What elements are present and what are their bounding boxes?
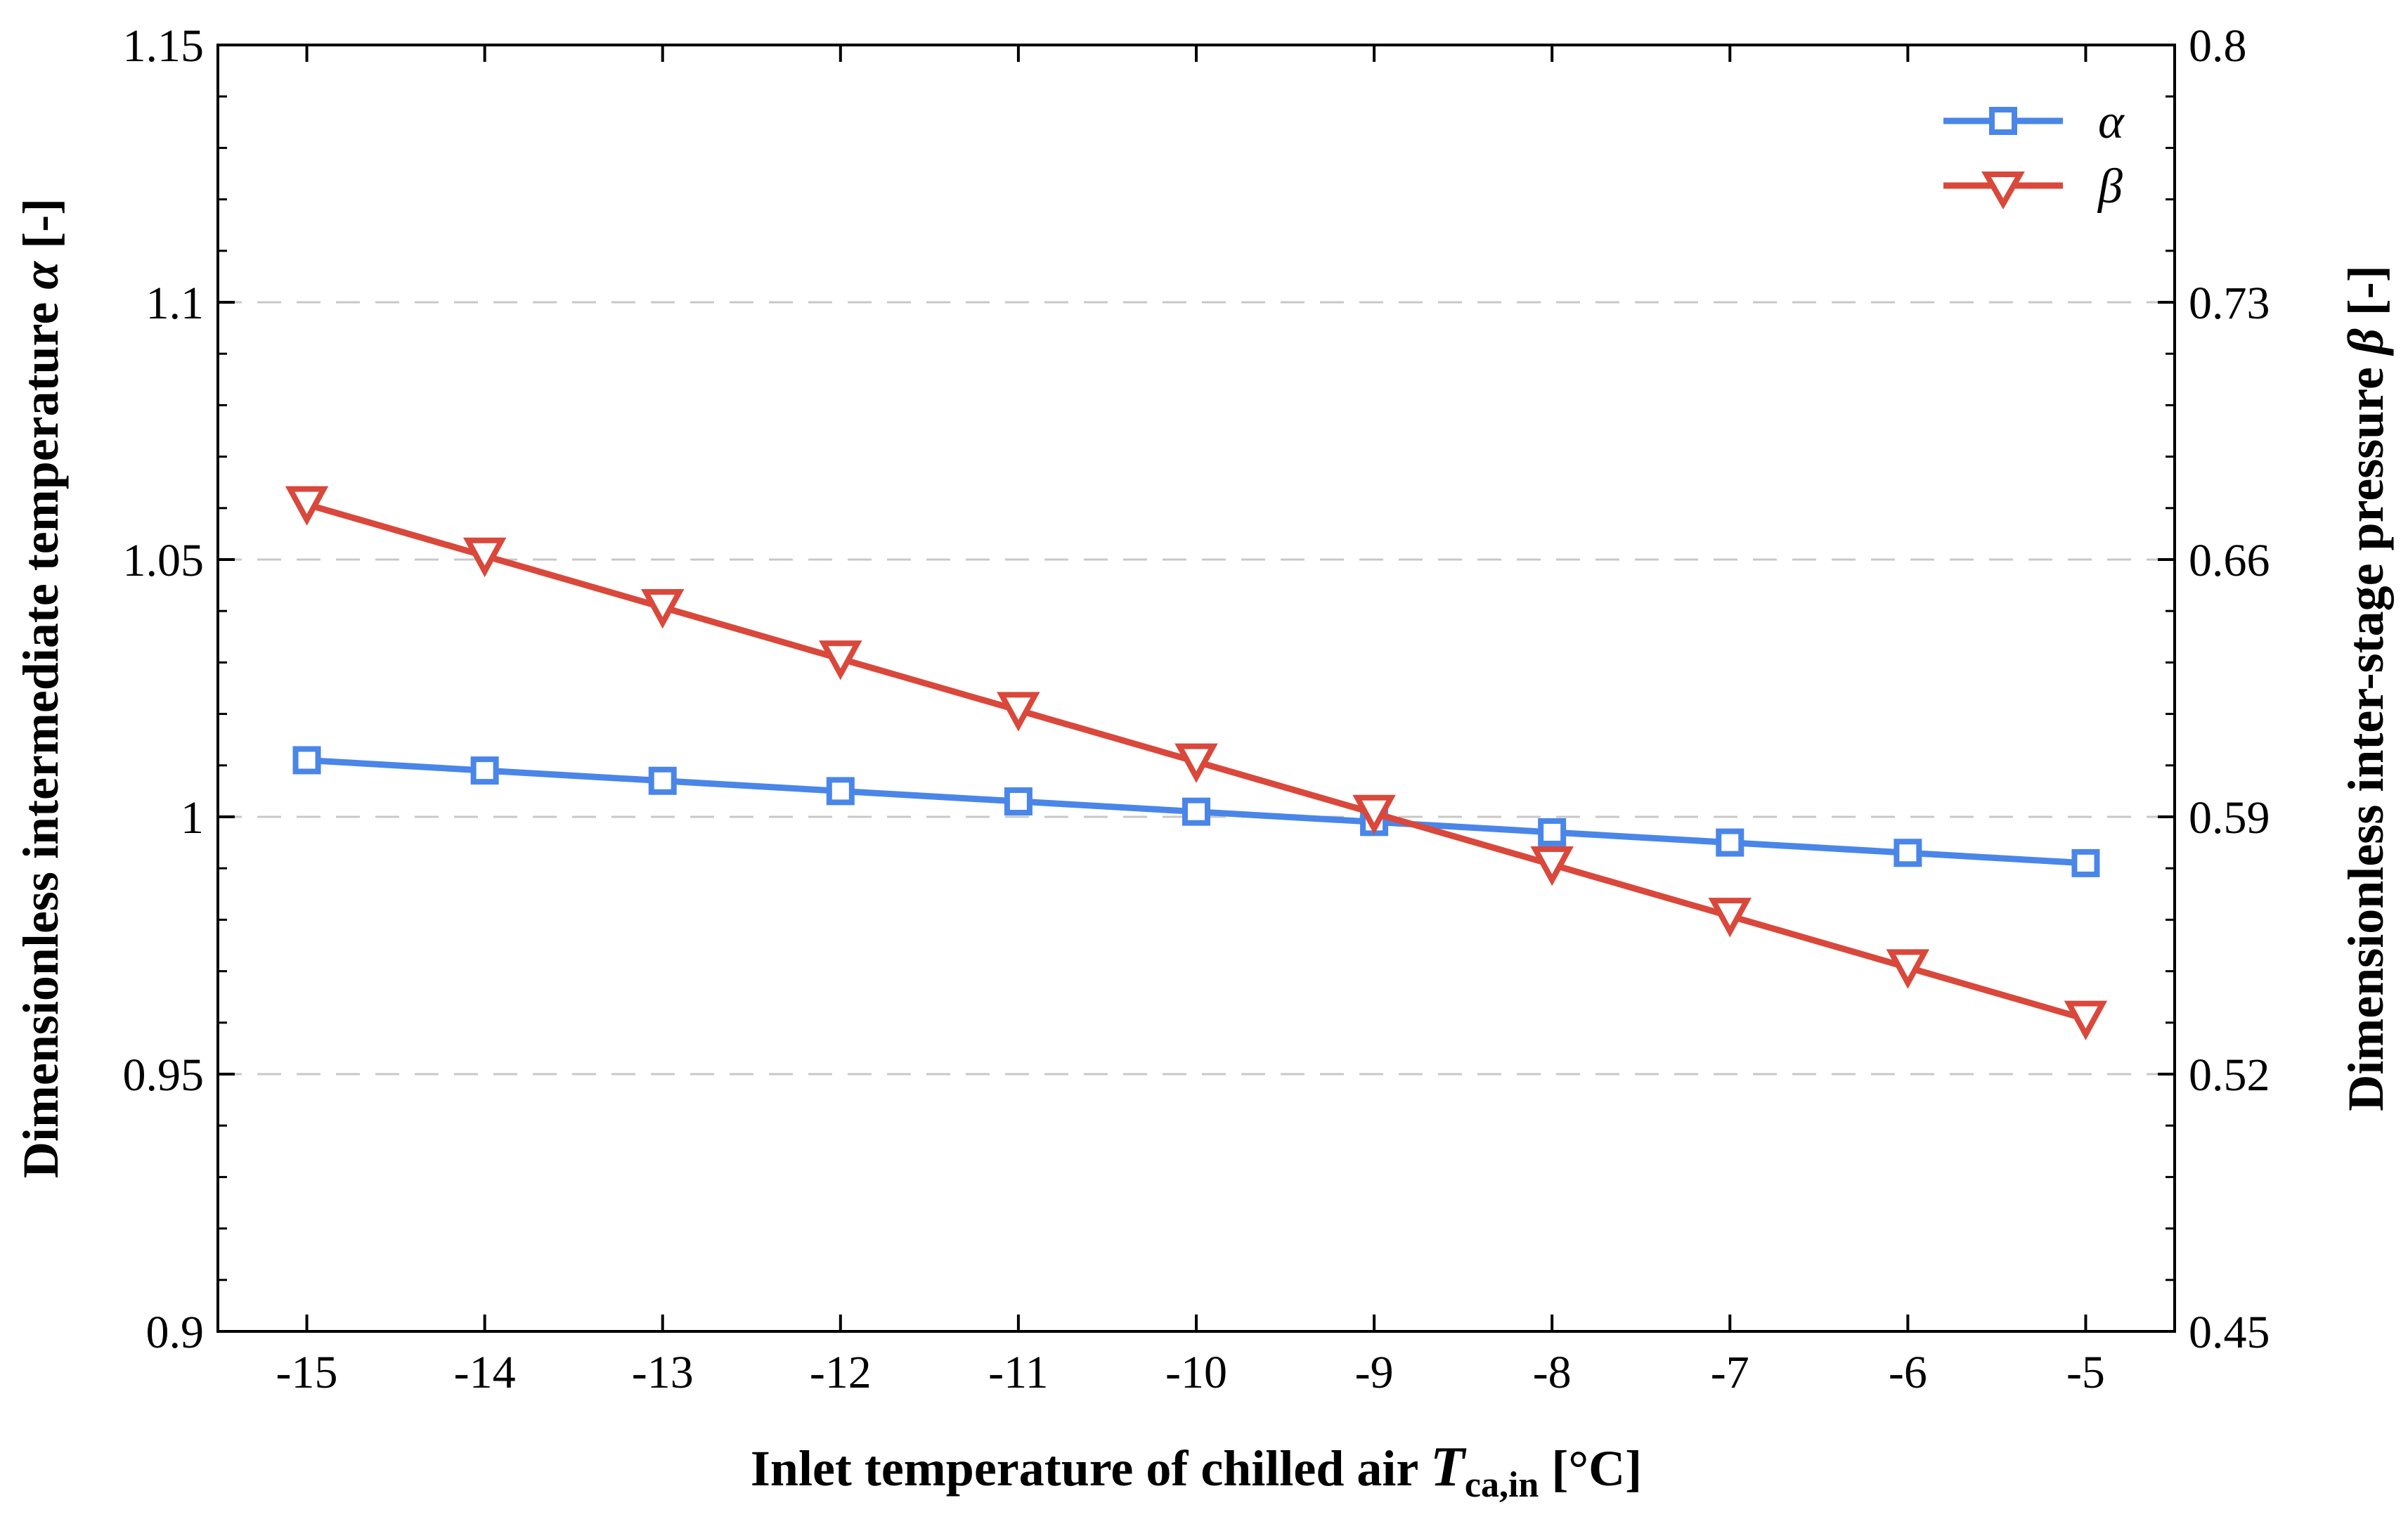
series-beta-point bbox=[285, 486, 329, 526]
left-axis-title-unit: [-] bbox=[13, 198, 69, 261]
right-tick-label: 0.66 bbox=[2189, 535, 2270, 586]
left-tick-label: 1 bbox=[181, 792, 204, 844]
right-axis-title: Dimensionless inter-stage pressure β [-] bbox=[2338, 265, 2394, 1111]
x-tick-label: -10 bbox=[1165, 1347, 1227, 1398]
left-axis-title: Dimensionless intermediate temperature α… bbox=[13, 198, 69, 1178]
legend-alpha-label: α bbox=[2098, 95, 2125, 149]
series-alpha-point bbox=[470, 756, 499, 785]
legend-beta-marker bbox=[1981, 172, 2025, 210]
x-tick-label: -11 bbox=[988, 1347, 1049, 1398]
right-tick-label: 0.45 bbox=[2189, 1307, 2270, 1358]
series-beta-point bbox=[640, 588, 685, 629]
series-beta-point bbox=[1352, 794, 1396, 835]
legend-alpha-marker bbox=[1989, 107, 2017, 135]
series-alpha-point bbox=[648, 766, 677, 795]
x-tick-label: -14 bbox=[454, 1347, 516, 1398]
left-tick-label: 1.1 bbox=[146, 278, 205, 329]
series-beta-point bbox=[1174, 743, 1218, 783]
series-alpha-point bbox=[2071, 848, 2100, 877]
axes: 0.9 0.95 1 1.05 1.1 1.15 0.45 0.52 0.59 0.66 0.73 0… bbox=[123, 20, 2270, 1398]
right-axis-title-unit: [-] bbox=[2338, 265, 2394, 328]
left-axis-title-main: Dimensionless intermediate temperature bbox=[13, 290, 69, 1178]
left-tick-label: 0.95 bbox=[123, 1050, 205, 1101]
x-tick-label: -7 bbox=[1711, 1347, 1749, 1398]
left-tick-label: 1.05 bbox=[123, 535, 205, 586]
series-layer bbox=[285, 486, 2108, 1040]
series-alpha-point bbox=[1894, 839, 1922, 867]
series-beta-point bbox=[1708, 898, 1752, 938]
series-alpha-point bbox=[826, 777, 855, 806]
series-alpha-point bbox=[1004, 787, 1033, 816]
left-axis-title-symbol: α bbox=[13, 261, 69, 290]
series-beta-point bbox=[997, 692, 1040, 732]
series-alpha-point bbox=[1538, 818, 1567, 846]
x-axis-title-subscript: ca,in bbox=[1465, 1465, 1539, 1505]
x-tick-label: -5 bbox=[2066, 1347, 2105, 1398]
series-alpha-point bbox=[292, 746, 321, 775]
x-tick-label: -6 bbox=[1889, 1347, 1927, 1398]
x-tick-label: -8 bbox=[1533, 1347, 1572, 1398]
plot-frame bbox=[216, 44, 2176, 1333]
series-alpha-point bbox=[1182, 797, 1210, 826]
x-axis-title: Inlet temperature of chilled air Tca,in … bbox=[751, 1436, 1642, 1505]
right-tick-label: 0.52 bbox=[2189, 1050, 2270, 1101]
grid-lines bbox=[218, 301, 2175, 1076]
series-beta-point bbox=[462, 537, 507, 578]
series-beta-point bbox=[1530, 846, 1574, 886]
series-beta-point bbox=[1886, 949, 1930, 989]
series-beta-point bbox=[819, 640, 862, 680]
x-axis-title-main: Inlet temperature of chilled air bbox=[751, 1440, 1430, 1497]
x-tick-label: -9 bbox=[1355, 1347, 1394, 1398]
legend-beta-label: β bbox=[2097, 160, 2123, 214]
right-tick-label: 0.59 bbox=[2189, 792, 2270, 844]
x-axis-title-unit: [°C] bbox=[1539, 1440, 1642, 1497]
x-tick-label: -13 bbox=[632, 1347, 694, 1398]
right-axis-title-symbol: β bbox=[2338, 328, 2394, 356]
right-tick-label: 0.8 bbox=[2189, 20, 2247, 72]
right-axis-title-main: Dimensionless inter-stage pressure bbox=[2338, 354, 2394, 1111]
left-tick-label: 1.15 bbox=[123, 20, 205, 72]
series-alpha-point bbox=[1716, 828, 1744, 857]
x-axis-title-symbol: T bbox=[1430, 1436, 1467, 1498]
x-tick-label: -12 bbox=[810, 1347, 872, 1398]
left-tick-label: 0.9 bbox=[146, 1307, 205, 1358]
series-beta-point bbox=[2064, 1000, 2108, 1040]
right-tick-label: 0.73 bbox=[2189, 278, 2270, 329]
x-tick-label: -15 bbox=[276, 1347, 338, 1398]
legend: α β bbox=[1943, 95, 2125, 214]
